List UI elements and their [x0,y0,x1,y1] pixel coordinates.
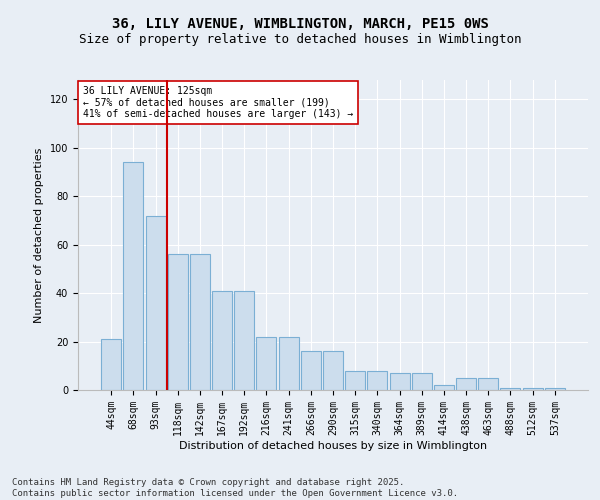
Bar [478,378,498,390]
Bar [456,378,476,390]
Bar [412,373,432,390]
Bar [367,370,388,390]
Bar [301,351,321,390]
Bar [234,290,254,390]
Bar [323,351,343,390]
Bar [190,254,210,390]
Bar [500,388,520,390]
Bar [278,336,299,390]
Bar [345,370,365,390]
Text: 36, LILY AVENUE, WIMBLINGTON, MARCH, PE15 0WS: 36, LILY AVENUE, WIMBLINGTON, MARCH, PE1… [112,18,488,32]
Bar [124,162,143,390]
Text: Contains HM Land Registry data © Crown copyright and database right 2025.
Contai: Contains HM Land Registry data © Crown c… [12,478,458,498]
Bar [523,388,542,390]
Bar [101,339,121,390]
Bar [389,373,410,390]
X-axis label: Distribution of detached houses by size in Wimblington: Distribution of detached houses by size … [179,440,487,450]
Bar [545,388,565,390]
Bar [256,336,277,390]
Text: 36 LILY AVENUE: 125sqm
← 57% of detached houses are smaller (199)
41% of semi-de: 36 LILY AVENUE: 125sqm ← 57% of detached… [83,86,353,120]
Bar [146,216,166,390]
Y-axis label: Number of detached properties: Number of detached properties [34,148,44,322]
Text: Size of property relative to detached houses in Wimblington: Size of property relative to detached ho… [79,32,521,46]
Bar [212,290,232,390]
Bar [168,254,188,390]
Bar [434,385,454,390]
